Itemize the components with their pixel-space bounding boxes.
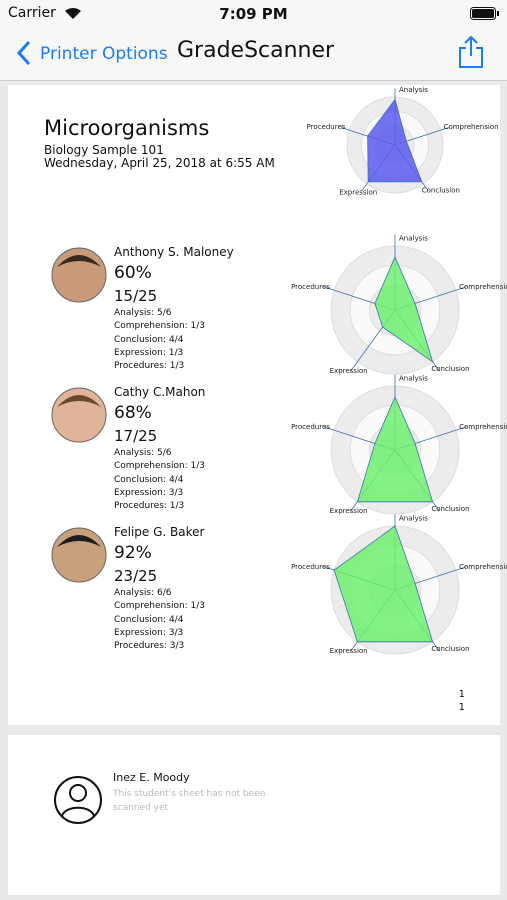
- radar-label: Conclusion: [431, 505, 469, 513]
- radar-label: Procedures: [307, 123, 346, 131]
- radar-label: Conclusion: [422, 187, 460, 195]
- student-name: Felipe G. Baker: [114, 525, 205, 539]
- student-detail: Conclusion: 4/4: [114, 334, 184, 345]
- page-number: 1: [458, 702, 465, 713]
- radar-label: Procedures: [291, 423, 330, 431]
- student-detail: Comprehension: 1/3: [114, 601, 206, 612]
- avatar-hair: [57, 395, 101, 407]
- radar-label: Conclusion: [431, 645, 469, 653]
- student-score: 15/25: [114, 287, 158, 305]
- student-detail: Expression: 3/3: [114, 487, 184, 498]
- wifi-icon: [65, 7, 81, 19]
- radar-label: Expression: [330, 647, 368, 655]
- unscanned-message: This student's sheet has not been scanne…: [113, 789, 266, 813]
- radar-label: Analysis: [399, 86, 428, 94]
- student-detail: Analysis: 5/6: [114, 448, 172, 458]
- student-name: Cathy C.Mahon: [114, 385, 206, 399]
- radar-polygon: [356, 395, 434, 503]
- student-detail: Conclusion: 4/4: [114, 614, 184, 625]
- report-date: Wednesday, April 25, 2018 at 6:55 AM: [44, 156, 275, 170]
- clock: 7:09 PM: [219, 5, 288, 23]
- page-number: 1: [458, 689, 465, 700]
- student-percent: 92%: [114, 543, 152, 563]
- radar-label: Expression: [339, 189, 377, 197]
- radar-label: Analysis: [399, 375, 428, 383]
- student-detail: Expression: 3/3: [114, 627, 184, 638]
- back-chevron[interactable]: [16, 40, 32, 66]
- radar-label: Procedures: [291, 283, 330, 291]
- battery-icon: [470, 7, 499, 20]
- student-detail: Expression: 1/3: [114, 347, 184, 358]
- unscanned-name: Inez E. Moody: [113, 771, 190, 784]
- student-detail: Analysis: 6/6: [114, 588, 172, 598]
- radar-label: Comprehension: [459, 563, 507, 571]
- avatar-hair: [57, 535, 101, 547]
- student-detail: Procedures: 3/3: [114, 641, 185, 652]
- report-subtitle: Biology Sample 101: [44, 143, 164, 157]
- nav-bar: Printer Options GradeScanner: [0, 28, 507, 81]
- student-detail: Conclusion: 4/4: [114, 474, 184, 485]
- radar-polygon: [333, 525, 434, 643]
- radar-polygon: [374, 255, 434, 363]
- student-detail: Analysis: 5/6: [114, 308, 172, 318]
- student-percent: 68%: [114, 403, 152, 423]
- carrier: Carrier: [8, 5, 56, 21]
- student-detail: Procedures: 1/3: [114, 501, 185, 512]
- student-score: 17/25: [114, 427, 158, 445]
- back-button[interactable]: Printer Options: [40, 44, 168, 64]
- radar-label: Comprehension: [444, 123, 499, 131]
- radar-label: Expression: [330, 507, 368, 515]
- radar-label: Comprehension: [459, 283, 507, 291]
- status-bar: Carrier 7:09 PM: [0, 0, 507, 28]
- radar-label: Analysis: [399, 235, 428, 243]
- avatar-hair: [57, 255, 101, 267]
- unscanned-card: [8, 735, 500, 895]
- radar-label: Comprehension: [459, 423, 507, 431]
- placeholder-avatar: [54, 776, 102, 824]
- student-score: 23/25: [114, 567, 158, 585]
- share-button[interactable]: [456, 34, 486, 70]
- radar-label: Procedures: [291, 563, 330, 571]
- report-title: Microorganisms: [44, 116, 210, 140]
- radar-label: Expression: [330, 367, 368, 375]
- radar-label: Analysis: [399, 515, 428, 523]
- student-detail: Comprehension: 1/3: [114, 321, 206, 332]
- radar-label: Conclusion: [431, 365, 469, 373]
- student-percent: 60%: [114, 263, 152, 283]
- student-name: Anthony S. Maloney: [114, 245, 234, 259]
- radar-polygon: [367, 98, 423, 183]
- student-detail: Procedures: 1/3: [114, 361, 185, 372]
- student-detail: Comprehension: 1/3: [114, 461, 206, 472]
- nav-title: GradeScanner: [177, 38, 335, 63]
